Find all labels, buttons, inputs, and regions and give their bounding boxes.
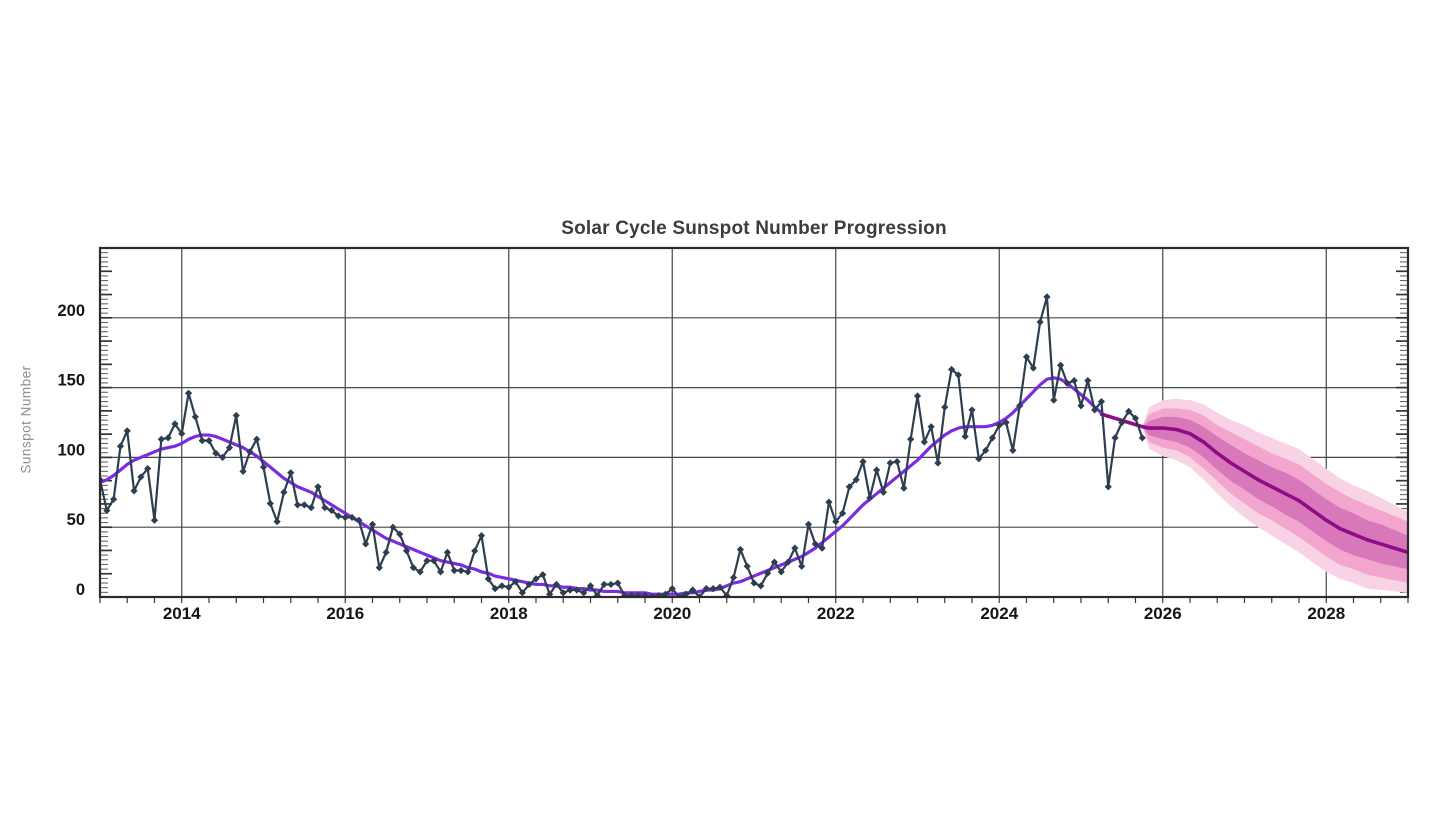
y-tick-label: 0 [76,581,85,599]
prediction-line [1099,412,1408,555]
y-tick-label: 150 [57,372,85,390]
y-tick-label: 100 [57,441,85,459]
monthly-line [100,295,1144,597]
y-tick-label: 200 [57,302,85,320]
x-tick-label: 2020 [653,604,691,623]
x-tick-label: 2018 [490,604,528,623]
x-tick-label: 2014 [163,604,201,623]
x-tick-label: 2016 [326,604,364,623]
x-tick-label: 2022 [817,604,855,623]
x-tick-label: 2028 [1307,604,1345,623]
x-tick-label: 2026 [1144,604,1182,623]
x-tick-label: 2024 [980,604,1018,623]
y-tick-label: 50 [67,511,85,529]
monthly-markers [100,293,1146,597]
chart-title: Solar Cycle Sunspot Number Progression [561,218,947,239]
plot-frame [98,246,1410,599]
smoothed-line [100,376,1104,596]
